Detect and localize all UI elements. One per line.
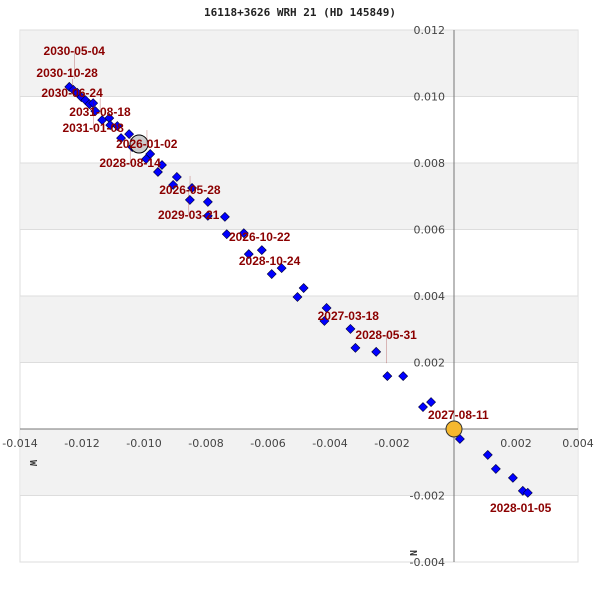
data-point (298, 283, 309, 293)
data-point (319, 316, 330, 326)
date-label: 2026-10-22 (229, 230, 291, 244)
y-tick-label: 0.006 (414, 224, 446, 237)
date-label: 2028-10-24 (239, 254, 301, 268)
date-label: 2027-08-11 (428, 408, 489, 422)
data-point (202, 196, 213, 207)
data-point (238, 228, 249, 239)
x-tick-label: -0.008 (188, 437, 223, 450)
x-tick-label: -0.012 (64, 437, 99, 450)
grid-band (21, 163, 577, 230)
x-tick-label: -0.010 (126, 437, 161, 450)
data-point (256, 245, 267, 256)
y-tick-label: -0.004 (410, 556, 445, 569)
chart-title: 16118+3626 WRH 21 (HD 145849) (203, 6, 397, 19)
date-label: 2026-05-28 (159, 183, 221, 197)
x-tick-label: -0.006 (250, 437, 285, 450)
date-label: 2027-03-18 (318, 309, 380, 323)
data-point (184, 194, 195, 205)
y-tick-label: -0.002 (410, 490, 445, 503)
y-tick-label: 0.010 (414, 91, 446, 104)
data-point (482, 450, 493, 460)
data-point (116, 133, 126, 143)
x-tick-label: -0.004 (312, 437, 347, 450)
data-point (171, 172, 182, 182)
data-point (382, 371, 393, 382)
grid-band (21, 30, 577, 97)
west-label: W (27, 460, 38, 467)
data-point (321, 303, 332, 313)
y-tick-label: 0.002 (414, 357, 446, 370)
data-point (426, 397, 436, 407)
y-tick-label: 0.012 (414, 24, 446, 37)
data-point (141, 154, 152, 164)
data-point (418, 402, 428, 412)
y-tick-label: 0.008 (414, 157, 446, 170)
data-point (219, 211, 230, 222)
grid-band (21, 429, 577, 496)
data-point (112, 121, 123, 132)
date-label: 2028-01-05 (490, 501, 552, 515)
plot-border (19, 29, 579, 563)
data-point (454, 434, 465, 444)
x-tick-label: -0.002 (374, 437, 409, 450)
date-label: 2029-03-21 (158, 208, 220, 222)
north-label: N (407, 550, 418, 556)
data-point (153, 167, 163, 177)
primary-star (445, 420, 463, 438)
date-label: 2030-05-04 (44, 44, 106, 58)
data-point (243, 249, 254, 260)
data-point (345, 323, 356, 334)
grid-band (21, 296, 577, 363)
data-point (168, 180, 179, 190)
date-label: 2030-06-24 (41, 86, 103, 100)
date-label: 2031-08-18 (69, 105, 131, 119)
data-point (157, 160, 167, 170)
data-point (292, 292, 303, 302)
data-point (350, 342, 361, 353)
data-point (522, 487, 533, 498)
data-point (371, 346, 382, 357)
x-tick-label: 0.004 (562, 437, 594, 450)
data-point (266, 269, 277, 279)
data-point (105, 120, 116, 131)
data-point (124, 129, 135, 139)
date-label: 2026-01-02 (116, 137, 178, 151)
data-point (490, 463, 501, 474)
data-point (398, 371, 409, 382)
date-label: 2028-08-14 (99, 156, 161, 170)
x-tick-label: 0.002 (500, 437, 532, 450)
date-label: 2031-01-08 (62, 121, 124, 135)
date-label: 2030-10-28 (36, 66, 98, 80)
data-point (276, 263, 287, 273)
data-point (507, 472, 518, 483)
data-point (221, 229, 232, 240)
date-label: 2028-05-31 (355, 328, 417, 342)
data-point (202, 210, 213, 221)
y-tick-label: 0.004 (414, 290, 446, 303)
x-tick-label: -0.014 (2, 437, 37, 450)
